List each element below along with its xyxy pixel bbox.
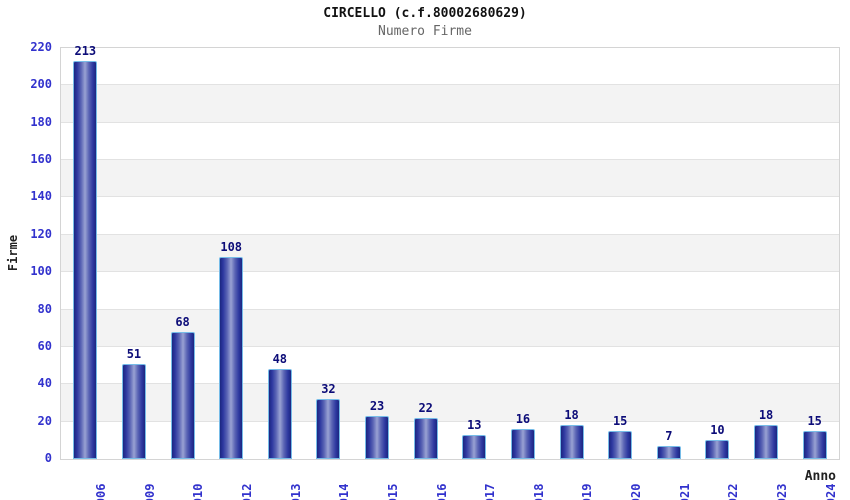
bar-2012 bbox=[219, 257, 244, 459]
bar-value-label: 13 bbox=[467, 417, 482, 432]
bar-value-label: 10 bbox=[710, 423, 725, 438]
gridline bbox=[61, 196, 839, 198]
bar-value-label: 7 bbox=[665, 428, 673, 443]
gridline bbox=[61, 121, 839, 123]
x-tick-label-2023: 2023 bbox=[774, 483, 789, 500]
background-band bbox=[61, 197, 839, 235]
x-tick-label-2022: 2022 bbox=[726, 483, 741, 500]
y-tick-label: 180 bbox=[30, 114, 52, 129]
background-band bbox=[61, 234, 839, 273]
bar-2006 bbox=[73, 61, 98, 459]
x-tick-label-2006: 2006 bbox=[94, 483, 109, 500]
bar-2015 bbox=[365, 416, 390, 459]
x-tick-label-2016: 2016 bbox=[434, 483, 449, 500]
background-band bbox=[61, 85, 839, 123]
gridline bbox=[61, 420, 839, 422]
x-tick-label-2018: 2018 bbox=[531, 483, 546, 500]
bar-value-label: 68 bbox=[175, 314, 190, 329]
gridline bbox=[61, 159, 839, 161]
y-tick-label: 80 bbox=[37, 301, 52, 316]
gridline bbox=[61, 271, 839, 273]
gridline bbox=[61, 383, 839, 385]
x-tick-label-2017: 2017 bbox=[483, 483, 498, 500]
x-tick-label-2015: 2015 bbox=[385, 483, 400, 500]
x-tick-label-2009: 2009 bbox=[142, 483, 157, 500]
chart-subtitle: Numero Firme bbox=[378, 24, 472, 39]
bar-2023 bbox=[754, 425, 779, 459]
bar-2009 bbox=[121, 363, 146, 459]
bar-2010 bbox=[170, 331, 195, 459]
bar-2016 bbox=[413, 417, 438, 459]
y-axis-label: Firme bbox=[6, 234, 20, 271]
background-band bbox=[61, 122, 839, 161]
bar-value-label: 48 bbox=[272, 352, 288, 367]
bar-value-label: 51 bbox=[126, 346, 142, 361]
x-axis-label: Anno bbox=[804, 469, 836, 484]
bar-2018 bbox=[510, 429, 535, 459]
x-tick-label-2010: 2010 bbox=[191, 483, 206, 500]
background-band bbox=[61, 48, 839, 86]
bar-2022 bbox=[705, 440, 730, 459]
x-tick-label-2012: 2012 bbox=[240, 483, 255, 500]
bar-value-label: 108 bbox=[220, 240, 243, 255]
gridline bbox=[61, 308, 839, 310]
y-tick-label: 140 bbox=[30, 189, 52, 204]
bar-value-label: 213 bbox=[74, 44, 97, 59]
y-tick-label: 20 bbox=[37, 413, 52, 428]
bar-2021 bbox=[656, 445, 681, 459]
bar-2013 bbox=[267, 369, 292, 459]
bar-2019 bbox=[559, 425, 584, 459]
background-band bbox=[61, 160, 839, 198]
bar-value-label: 16 bbox=[515, 412, 531, 427]
y-tick-label: 120 bbox=[30, 226, 52, 241]
y-tick-label: 220 bbox=[30, 40, 52, 54]
gridline bbox=[61, 345, 839, 347]
x-tick-label-2014: 2014 bbox=[337, 483, 352, 500]
bar-value-label: 18 bbox=[758, 408, 774, 423]
plot-area: 213 51 68 108 48 32 23 22 13 16 18 15 7 10 18 15 bbox=[60, 44, 840, 460]
y-tick-label: 60 bbox=[37, 338, 52, 353]
y-tick-label: 100 bbox=[30, 264, 52, 279]
y-tick-label: 200 bbox=[30, 77, 52, 92]
bar-value-label: 18 bbox=[564, 408, 579, 423]
background-band bbox=[61, 272, 839, 310]
bar-value-label: 22 bbox=[418, 400, 433, 415]
y-tick-label: 0 bbox=[44, 451, 52, 465]
chart-title: CIRCELLO (c.f.80002680629) bbox=[323, 6, 527, 21]
gridline bbox=[61, 233, 839, 235]
bar-value-label: 15 bbox=[807, 413, 822, 428]
bar-value-label: 23 bbox=[369, 399, 385, 414]
bar-2020 bbox=[608, 430, 633, 459]
y-tick-label: 40 bbox=[37, 376, 52, 391]
bar-2017 bbox=[462, 434, 487, 459]
y-tick-label: 160 bbox=[30, 152, 52, 167]
x-tick-label-2020: 2020 bbox=[629, 483, 644, 500]
x-tick-label-2021: 2021 bbox=[677, 483, 692, 500]
gridline bbox=[61, 84, 839, 86]
bar-value-label: 32 bbox=[321, 382, 336, 397]
bar-2014 bbox=[316, 399, 341, 459]
x-tick-label-2019: 2019 bbox=[580, 483, 595, 500]
bar-2024 bbox=[802, 430, 827, 459]
bar-value-label: 15 bbox=[612, 413, 628, 428]
x-tick-label-2013: 2013 bbox=[288, 483, 303, 500]
